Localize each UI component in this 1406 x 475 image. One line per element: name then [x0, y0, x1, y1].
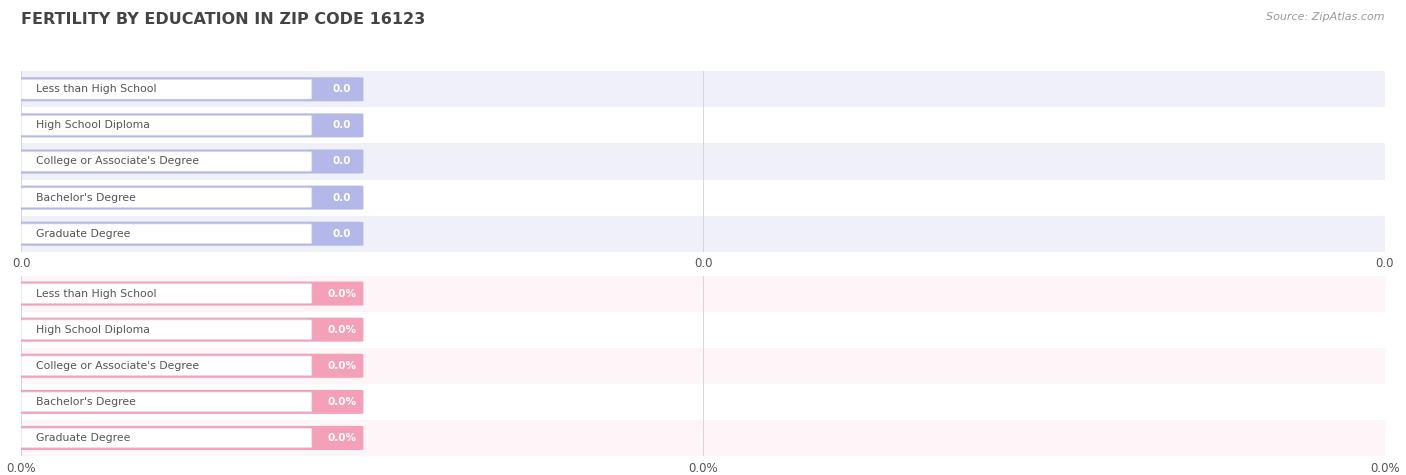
Text: Graduate Degree: Graduate Degree [37, 433, 131, 443]
FancyBboxPatch shape [13, 354, 363, 378]
Text: 0.0%: 0.0% [328, 433, 356, 443]
FancyBboxPatch shape [21, 188, 312, 208]
FancyBboxPatch shape [13, 114, 363, 137]
FancyBboxPatch shape [21, 428, 312, 448]
Bar [21, 276, 1385, 312]
Text: 0.0: 0.0 [332, 228, 352, 239]
Text: Graduate Degree: Graduate Degree [37, 228, 131, 239]
Bar [21, 143, 1385, 180]
Bar [21, 312, 1385, 348]
Text: 0.0%: 0.0% [328, 361, 356, 371]
Bar [21, 107, 1385, 143]
FancyBboxPatch shape [21, 224, 312, 244]
FancyBboxPatch shape [13, 318, 363, 342]
Text: Bachelor's Degree: Bachelor's Degree [37, 192, 136, 203]
FancyBboxPatch shape [13, 77, 363, 101]
FancyBboxPatch shape [21, 284, 312, 304]
Text: Less than High School: Less than High School [37, 84, 156, 95]
FancyBboxPatch shape [13, 282, 363, 305]
FancyBboxPatch shape [21, 320, 312, 340]
Text: High School Diploma: High School Diploma [37, 120, 150, 131]
Text: Source: ZipAtlas.com: Source: ZipAtlas.com [1267, 12, 1385, 22]
Text: 0.0: 0.0 [332, 84, 352, 95]
Bar [21, 348, 1385, 384]
Bar [21, 216, 1385, 252]
FancyBboxPatch shape [13, 390, 363, 414]
Bar [21, 71, 1385, 107]
Text: 0.0%: 0.0% [328, 324, 356, 335]
Text: 0.0: 0.0 [332, 120, 352, 131]
Bar [21, 180, 1385, 216]
FancyBboxPatch shape [21, 356, 312, 376]
Text: 0.0: 0.0 [332, 156, 352, 167]
Bar [21, 384, 1385, 420]
FancyBboxPatch shape [13, 426, 363, 450]
FancyBboxPatch shape [21, 392, 312, 412]
FancyBboxPatch shape [21, 115, 312, 135]
Text: FERTILITY BY EDUCATION IN ZIP CODE 16123: FERTILITY BY EDUCATION IN ZIP CODE 16123 [21, 12, 426, 27]
Text: Less than High School: Less than High School [37, 288, 156, 299]
FancyBboxPatch shape [13, 150, 363, 173]
FancyBboxPatch shape [21, 79, 312, 99]
FancyBboxPatch shape [13, 186, 363, 209]
FancyBboxPatch shape [13, 222, 363, 246]
Text: 0.0: 0.0 [332, 192, 352, 203]
Text: 0.0%: 0.0% [328, 397, 356, 407]
FancyBboxPatch shape [21, 152, 312, 171]
Text: College or Associate's Degree: College or Associate's Degree [37, 156, 200, 167]
Text: College or Associate's Degree: College or Associate's Degree [37, 361, 200, 371]
Bar [21, 420, 1385, 456]
Text: 0.0%: 0.0% [328, 288, 356, 299]
Text: High School Diploma: High School Diploma [37, 324, 150, 335]
Text: Bachelor's Degree: Bachelor's Degree [37, 397, 136, 407]
